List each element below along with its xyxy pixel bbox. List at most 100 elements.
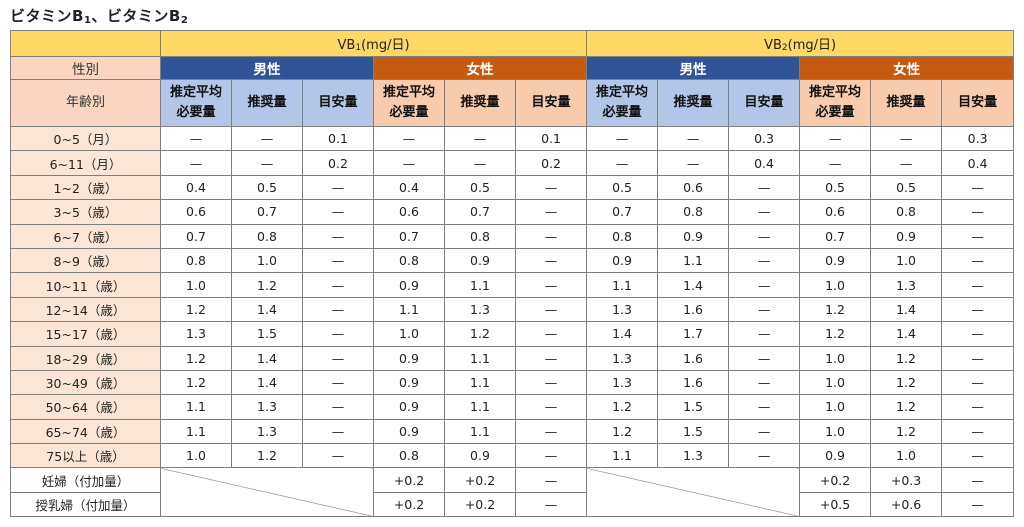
blank-corner — [10, 30, 161, 57]
value-cell: 1.5 — [657, 418, 730, 445]
value-cell: 1.2 — [160, 369, 232, 396]
value-cell: — — [728, 345, 801, 371]
value-cell: 0.9 — [657, 223, 730, 249]
value-cell: 1.4 — [231, 345, 303, 371]
value-cell: 0.6 — [373, 199, 445, 225]
value-cell: 1.1 — [444, 418, 516, 445]
value-cell: 1.2 — [799, 321, 872, 347]
value-cell: — — [941, 443, 1015, 469]
vb1-male-ai-header: 目安量 — [302, 79, 374, 127]
extra-row: 妊婦（付加量） +0.2 +0.2— +0.2 +0.3— — [10, 467, 1015, 518]
age-group-cell: 12~14（歳） — [10, 296, 161, 323]
age-group-cell: 6~7（歳） — [10, 223, 161, 249]
vb2-male-rda-header: 推奨量 — [657, 79, 730, 127]
vb1-header: VB1(mg/日) — [159, 30, 588, 57]
table-row: 6~11（月） — —0.2— —0.2— —0.4— —0.4 — [10, 150, 1015, 176]
age-group-cell: 30~49（歳） — [10, 369, 161, 396]
value-cell: 1.5 — [231, 321, 303, 347]
value-cell: +0.5 — [799, 491, 872, 518]
value-cell: 1.2 — [870, 369, 943, 396]
metric-ear-line1: 推定平均 — [809, 85, 862, 100]
value-cell: — — [302, 174, 374, 201]
age-group-cell: 65~74（歳） — [10, 418, 161, 445]
table-row: 0~5（月） — —0.1— —0.1— —0.3— —0.3 — [10, 125, 1015, 152]
value-cell: — — [586, 150, 659, 176]
vb2-male-ear-header: 推定平均 必要量 — [586, 79, 659, 127]
value-cell: — — [514, 321, 588, 347]
value-cell: 1.3 — [870, 272, 943, 298]
value-cell: 1.1 — [160, 394, 232, 420]
value-cell: 0.8 — [373, 443, 445, 469]
value-cell: 0.8 — [444, 223, 516, 249]
table-row: 18~29（歳） 1.2 1.4—0.9 1.1—1.3 1.6—1.0 1.2— — [10, 345, 1015, 371]
value-cell: — — [373, 125, 445, 152]
value-cell: +0.2 — [444, 491, 516, 518]
value-cell: 0.8 — [160, 247, 232, 274]
table-row: 3~5（歳） 0.6 0.7—0.6 0.7—0.7 0.8—0.6 0.8— — [10, 199, 1015, 225]
table-row: 1~2（歳） 0.4 0.5—0.4 0.5—0.5 0.6—0.5 0.5— — [10, 174, 1015, 201]
value-cell: 0.3 — [728, 125, 801, 152]
extra-label-cell: 妊婦（付加量） — [10, 467, 161, 493]
value-cell: 1.1 — [586, 443, 659, 469]
value-cell: — — [728, 418, 801, 445]
value-cell: 0.5 — [799, 174, 872, 201]
vb2-header: VB2(mg/日) — [586, 30, 1015, 57]
metric-ear-line1: 推定平均 — [596, 85, 649, 100]
vb2-female-ear-header: 推定平均 必要量 — [799, 79, 872, 127]
extra-label-cell: 授乳婦（付加量） — [10, 491, 161, 518]
age-group-cell: 0~5（月） — [10, 125, 161, 152]
vb2-female-ai-header: 目安量 — [941, 79, 1015, 127]
value-cell: 0.5 — [231, 174, 303, 201]
vb1-female-ai-header: 目安量 — [514, 79, 588, 127]
value-cell: — — [941, 247, 1015, 274]
metric-header-row: 年齢別 推定平均 必要量 推奨量 目安量 推定平均 必要量 推奨量 目安量 推定平均 必要量 推奨量… — [10, 79, 1015, 127]
metric-ear-line1: 推定平均 — [169, 85, 222, 100]
value-cell: 1.2 — [799, 296, 872, 323]
value-cell: — — [444, 150, 516, 176]
table-row: 12~14（歳） 1.2 1.4—1.1 1.3—1.3 1.6—1.2 1.4— — [10, 296, 1015, 323]
metric-ear-line1: 推定平均 — [382, 85, 435, 100]
vb1-male-ear-header: 推定平均 必要量 — [160, 79, 232, 127]
value-cell: — — [302, 394, 374, 420]
value-cell: 1.1 — [160, 418, 232, 445]
value-cell: — — [514, 272, 588, 298]
value-cell: — — [514, 296, 588, 323]
vitamin-table: VB1(mg/日) VB2(mg/日) 性別 男性 女性 男性 女性 年齢別 推… — [10, 30, 1015, 518]
value-cell: — — [657, 150, 730, 176]
value-cell: — — [728, 247, 801, 274]
value-cell: 0.8 — [231, 223, 303, 249]
value-cell: 1.2 — [870, 345, 943, 371]
value-cell: — — [302, 321, 374, 347]
vb-header-row: VB1(mg/日) VB2(mg/日) — [10, 30, 1015, 57]
vb1-female-rda-header: 推奨量 — [444, 79, 516, 127]
age-group-cell: 8~9（歳） — [10, 247, 161, 274]
value-cell: 0.9 — [870, 223, 943, 249]
value-cell: — — [941, 174, 1015, 201]
value-cell: — — [302, 247, 374, 274]
table-row: 75以上（歳） 1.0 1.2—0.8 0.9—1.1 1.3—0.9 1.0— — [10, 443, 1015, 469]
value-cell: 1.2 — [444, 321, 516, 347]
value-cell: — — [799, 150, 872, 176]
value-cell: 0.5 — [586, 174, 659, 201]
value-cell: — — [514, 418, 588, 445]
value-cell: 0.7 — [444, 199, 516, 225]
value-cell: — — [514, 369, 588, 396]
value-cell: 1.1 — [657, 247, 730, 274]
value-cell: 1.2 — [160, 345, 232, 371]
value-cell: — — [514, 199, 588, 225]
value-cell: +0.6 — [870, 491, 943, 518]
value-cell: 1.3 — [586, 369, 659, 396]
page-title: ビタミンB1、ビタミンB2 — [10, 7, 189, 26]
metric-ear-line2: 必要量 — [602, 105, 642, 120]
table-row: 65~74（歳） 1.1 1.3—0.9 1.1—1.2 1.5—1.0 1.2— — [10, 418, 1015, 445]
value-cell: — — [728, 199, 801, 225]
value-cell: 1.1 — [586, 272, 659, 298]
not-applicable-cell — [586, 467, 801, 518]
value-cell: 1.5 — [657, 394, 730, 420]
value-cell: 1.4 — [870, 296, 943, 323]
value-cell: — — [870, 125, 943, 152]
value-cell: 1.2 — [870, 418, 943, 445]
value-cell: — — [728, 223, 801, 249]
value-cell: — — [302, 223, 374, 249]
age-label: 年齢別 — [10, 79, 161, 127]
